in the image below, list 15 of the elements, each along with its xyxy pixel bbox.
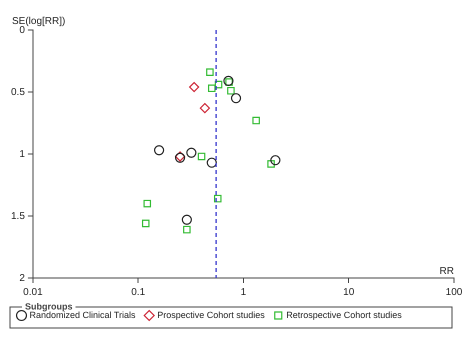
- legend-label: Prospective Cohort studies: [157, 310, 266, 320]
- x-tick-label: 100: [446, 286, 463, 298]
- y-tick-label: 0: [19, 24, 26, 36]
- y-tick-label: 2: [19, 272, 26, 284]
- x-tick-label: 0.01: [23, 286, 44, 298]
- legend-title: Subgroups: [25, 301, 72, 312]
- x-tick-label: 1: [240, 286, 247, 298]
- y-tick-label: 1.5: [10, 210, 26, 222]
- x-axis-title: RR: [440, 266, 454, 277]
- y-axis-title: SE(log[RR]): [12, 16, 66, 27]
- x-tick-label: 0.1: [131, 286, 146, 298]
- y-tick-label: 0.5: [10, 86, 26, 98]
- legend-label: Retrospective Cohort studies: [286, 310, 402, 320]
- y-tick-label: 1: [19, 148, 26, 160]
- x-tick-label: 10: [343, 286, 355, 298]
